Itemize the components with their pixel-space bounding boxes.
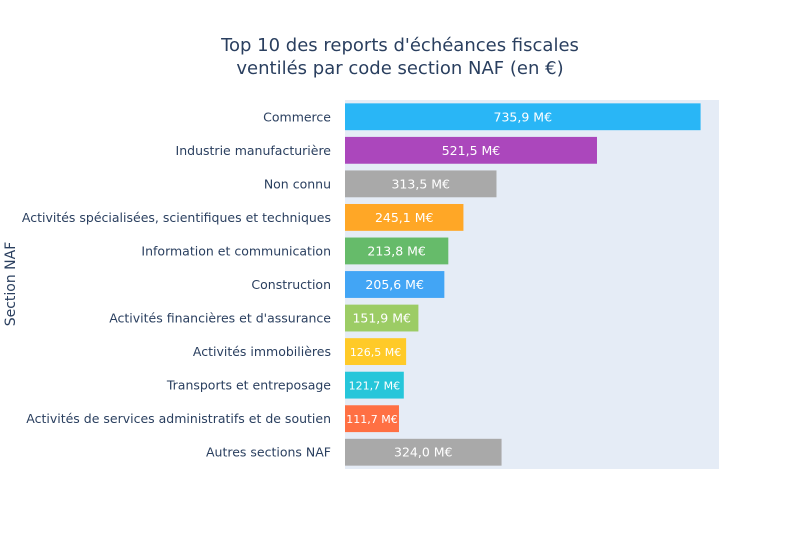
bars-group: Commerce 735,9 M€ Industrie manufacturière…: [22, 103, 701, 466]
bar-value-label-5: 205,6 M€: [365, 277, 424, 292]
bar-8: [345, 371, 404, 399]
y-tick-label-6: Activités financières et d'assurance: [109, 311, 331, 326]
bar-5: [345, 271, 445, 298]
bar-2: [345, 170, 497, 198]
y-tick-label-1: Industrie manufacturière: [176, 143, 332, 158]
bar-3: [345, 203, 464, 231]
bar-value-label-10: 324,0 M€: [394, 445, 453, 460]
y-tick-label-10: Autres sections NAF: [206, 445, 331, 460]
bar-value-label-3: 245,1 M€: [375, 210, 434, 225]
y-tick-label-2: Non connu: [264, 176, 331, 191]
bar-value-label-0: 735,9 M€: [494, 109, 553, 124]
y-tick-label-4: Information et communication: [141, 243, 331, 258]
y-tick-label-9: Activités de services administratifs et …: [26, 411, 331, 426]
bar-10: [345, 438, 502, 466]
bar-7: [345, 338, 407, 366]
bar-value-label-4: 213,8 M€: [367, 243, 426, 258]
bar-6: [345, 304, 419, 332]
bar-value-label-9: 111,7 M€: [346, 413, 397, 426]
bar-9: [345, 405, 399, 433]
chart-title-line-1: Top 10 des reports d'échéances fiscales: [220, 35, 579, 56]
y-tick-label-5: Construction: [251, 277, 331, 292]
bar-1: [345, 136, 597, 164]
chart-title-line-2: ventilés par code section NAF (en €): [236, 58, 563, 79]
y-tick-label-8: Transports et entreposage: [166, 378, 331, 393]
y-tick-label-7: Activités immobilières: [193, 344, 331, 359]
y-tick-label-0: Commerce: [263, 109, 331, 124]
bar-value-label-2: 313,5 M€: [391, 176, 450, 191]
bar-value-label-7: 126,5 M€: [350, 346, 401, 359]
bar-value-label-8: 121,7 M€: [349, 380, 400, 393]
bar-4: [345, 237, 449, 265]
y-tick-label-3: Activités spécialisées, scientifiques et…: [22, 210, 331, 225]
bar-value-label-6: 151,9 M€: [352, 311, 411, 326]
y-axis-title: Section NAF: [3, 242, 19, 327]
bar-0: [345, 103, 701, 131]
bar-value-label-1: 521,5 M€: [442, 143, 501, 158]
